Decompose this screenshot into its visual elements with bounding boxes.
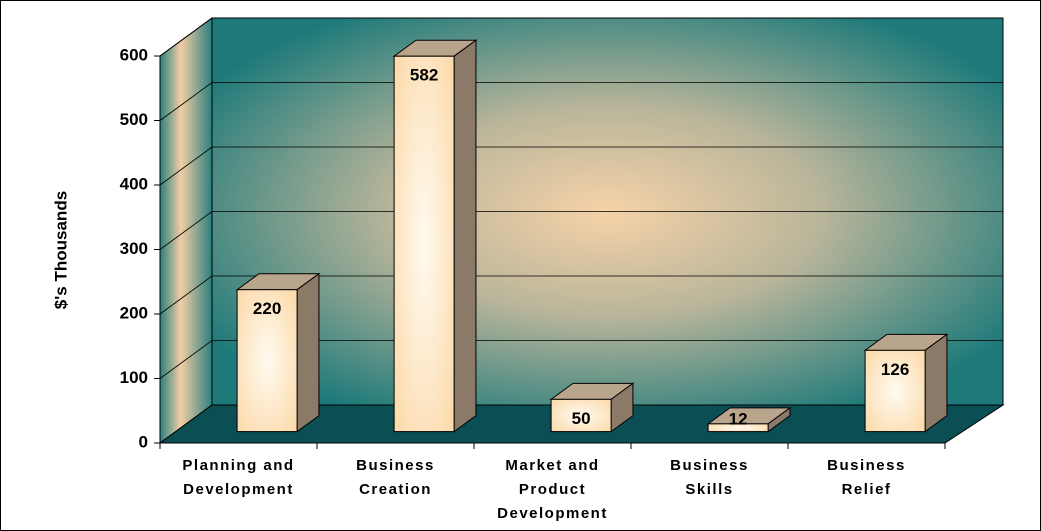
grid-line [159, 17, 1003, 57]
y-tick-label: 100 [120, 368, 148, 387]
value-label: 126 [881, 360, 909, 379]
y-axis-label: $'s Thousands [51, 191, 70, 309]
x-tick-label-line: Relief [842, 481, 892, 498]
y-tick-label: 200 [120, 303, 148, 322]
x-tick-label: Business Relief [827, 457, 906, 498]
x-tick-label-line: Business [670, 457, 749, 474]
bar [863, 333, 949, 433]
value-label: 50 [572, 409, 591, 428]
x-tick-label-line: Development [183, 481, 294, 498]
x-tick-label: Business Skills [670, 457, 749, 498]
y-tick-label: 500 [120, 110, 148, 129]
bar-side [453, 39, 477, 433]
bar-front [550, 398, 612, 433]
y-tick-label: 0 [139, 432, 148, 451]
x-tick-label-line: Skills [685, 481, 733, 498]
grid-line [159, 340, 1003, 379]
bar [235, 272, 321, 433]
grid-line [159, 146, 1003, 186]
x-tick-label-line: Development [497, 505, 608, 522]
value-label: 582 [410, 66, 438, 85]
grid-line [159, 211, 1003, 250]
value-label: 220 [253, 299, 281, 318]
bar-side [296, 272, 320, 433]
value-label: 12 [729, 409, 748, 428]
x-tick-label-line: Market and [505, 457, 599, 474]
x-tick-label-line: Business [356, 457, 435, 474]
grid-line [159, 82, 1003, 121]
x-tick-label: Planning and Development [182, 457, 294, 498]
x-tick-label-line: Product [519, 481, 586, 498]
y-tick-label: 300 [120, 239, 148, 258]
bar-front [707, 423, 769, 433]
bar-front [393, 55, 455, 433]
grid-line [159, 275, 1003, 315]
x-tick-label: Business Creation [356, 457, 435, 498]
y-tick-label: 400 [120, 174, 148, 193]
x-tick-label-line: Business [827, 457, 906, 474]
bar-side [924, 333, 948, 433]
x-tick-label: Market and Product Development [497, 457, 608, 522]
x-tick-label-line: Creation [359, 481, 432, 498]
bar [549, 382, 635, 433]
bar [392, 39, 478, 433]
x-tick-label-line: Planning and [182, 457, 294, 474]
bar-front [864, 349, 926, 433]
bar-front [236, 289, 298, 433]
bar [706, 406, 792, 433]
y-tick-label: 600 [120, 45, 148, 64]
